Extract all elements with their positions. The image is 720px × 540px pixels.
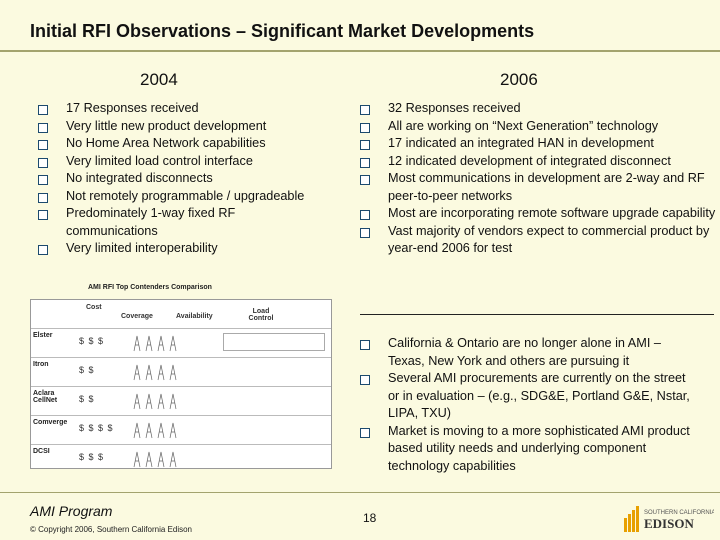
list-item: Very limited interoperability bbox=[38, 240, 338, 258]
left-year-heading: 2004 bbox=[140, 70, 178, 89]
list-item: All are working on “Next Generation” tec… bbox=[360, 118, 705, 136]
list-item: 32 Responses received bbox=[360, 100, 705, 118]
svg-text:SOUTHERN CALIFORNIA: SOUTHERN CALIFORNIA bbox=[644, 510, 714, 516]
checkbox-bullet-icon bbox=[38, 245, 48, 255]
checkbox-bullet-icon bbox=[360, 340, 370, 350]
header-coverage: Coverage bbox=[121, 313, 153, 320]
svg-text:EDISON: EDISON bbox=[644, 516, 694, 531]
cost-rating: $ $ $ $ bbox=[79, 423, 114, 433]
vendor-name: DCSI bbox=[33, 448, 50, 455]
checkbox-bullet-icon bbox=[360, 140, 370, 150]
copyright-text: © Copyright 2006, Southern California Ed… bbox=[30, 525, 192, 534]
checkbox-bullet-icon bbox=[38, 105, 48, 115]
checkbox-bullet-icon bbox=[38, 210, 48, 220]
bullet-text: No integrated disconnects bbox=[66, 171, 213, 185]
list-item: Very limited load control interface bbox=[38, 153, 338, 171]
list-item: Very little new product development bbox=[38, 118, 338, 136]
checkbox-bullet-icon bbox=[38, 140, 48, 150]
bullet-text: Not remotely programmable / upgradeable bbox=[66, 188, 305, 203]
header-availability: Availability bbox=[176, 313, 213, 320]
checkbox-bullet-icon bbox=[38, 192, 48, 203]
right-bullet-list-2: California & Ontario are no longer alone… bbox=[360, 335, 690, 475]
bullet-text: Market is moving to a more sophisticated… bbox=[388, 423, 690, 473]
coverage-towers-icon bbox=[133, 364, 177, 381]
vendor-name: Comverge bbox=[33, 419, 68, 426]
bullet-text: Most are incorporating remote software u… bbox=[388, 206, 716, 220]
checkbox-bullet-icon bbox=[38, 122, 48, 133]
list-item: No Home Area Network capabilities bbox=[38, 135, 338, 153]
checkbox-bullet-icon bbox=[360, 105, 370, 115]
bullet-text: Predominately 1-way fixed RF communicati… bbox=[66, 206, 236, 238]
checkbox-bullet-icon bbox=[360, 375, 370, 385]
list-item: No integrated disconnects bbox=[38, 170, 338, 188]
bullet-text: Most communications in development are 2… bbox=[388, 171, 705, 203]
list-item: 17 indicated an integrated HAN in develo… bbox=[360, 135, 705, 153]
bullet-text: Several AMI procurements are currently o… bbox=[388, 371, 690, 420]
comparison-table: Cost Coverage Availability Load Control … bbox=[30, 299, 332, 469]
vendor-name: Itron bbox=[33, 361, 49, 368]
list-item: Predominately 1-way fixed RF communicati… bbox=[38, 205, 296, 240]
list-item: Most communications in development are 2… bbox=[360, 170, 713, 205]
list-item: Not remotely programmable / upgradeable bbox=[38, 188, 338, 206]
bullet-text: Very little new product development bbox=[66, 118, 267, 133]
coverage-towers-icon bbox=[133, 422, 177, 439]
list-item: 17 Responses received bbox=[38, 100, 338, 118]
table-row: Aclara CellNet $ $ bbox=[31, 386, 331, 416]
program-name: AMI Program bbox=[30, 503, 113, 519]
checkbox-bullet-icon bbox=[38, 175, 48, 185]
table-row: DCSI $ $ $ bbox=[31, 444, 331, 474]
checkbox-bullet-icon bbox=[360, 122, 370, 133]
list-item: California & Ontario are no longer alone… bbox=[360, 335, 690, 370]
checkbox-bullet-icon bbox=[360, 210, 370, 220]
coverage-towers-icon bbox=[133, 335, 177, 352]
coverage-towers-icon bbox=[133, 393, 177, 410]
header-load-control: Load Control bbox=[248, 308, 274, 322]
checkbox-bullet-icon bbox=[360, 157, 370, 168]
right-bullet-list: 32 Responses received All are working on… bbox=[360, 100, 715, 258]
bullet-text: 32 Responses received bbox=[388, 101, 521, 115]
checkbox-bullet-icon bbox=[360, 227, 370, 238]
header-cost: Cost bbox=[86, 304, 102, 311]
left-bullet-list: 17 Responses received Very little new pr… bbox=[38, 100, 338, 258]
section-divider bbox=[360, 314, 714, 315]
vendor-name: Aclara CellNet bbox=[33, 390, 58, 404]
bullet-text: Vast majority of vendors expect to comme… bbox=[388, 223, 710, 256]
title-rule bbox=[0, 50, 720, 52]
edison-logo-icon: SOUTHERN CALIFORNIA EDISON bbox=[624, 506, 714, 532]
checkbox-bullet-icon bbox=[38, 157, 48, 168]
bullet-text: 17 indicated an integrated HAN in develo… bbox=[388, 136, 654, 150]
list-item: 12 indicated development of integrated d… bbox=[360, 153, 705, 171]
notes-box bbox=[223, 333, 325, 351]
right-year-heading: 2006 bbox=[500, 70, 538, 89]
cost-rating: $ $ bbox=[79, 365, 95, 375]
table-row: Itron $ $ bbox=[31, 357, 331, 387]
cost-rating: $ $ $ bbox=[79, 452, 105, 462]
table-row: Comverge $ $ $ $ bbox=[31, 415, 331, 445]
cost-rating: $ $ $ bbox=[79, 336, 105, 346]
list-item: Most are incorporating remote software u… bbox=[360, 205, 720, 223]
bullet-text: Very limited load control interface bbox=[66, 153, 253, 168]
checkbox-bullet-icon bbox=[360, 427, 370, 438]
bullet-text: All are working on “Next Generation” tec… bbox=[388, 118, 659, 133]
cost-rating: $ $ bbox=[79, 394, 95, 404]
bullet-text: 17 Responses received bbox=[66, 101, 199, 115]
table-row: Elster $ $ $ bbox=[31, 328, 331, 358]
checkbox-bullet-icon bbox=[360, 175, 370, 185]
list-item: Market is moving to a more sophisticated… bbox=[360, 423, 690, 476]
bullet-text: Very limited interoperability bbox=[66, 241, 218, 255]
list-item: Vast majority of vendors expect to comme… bbox=[360, 223, 718, 258]
slide-title: Initial RFI Observations – Significant M… bbox=[30, 21, 535, 41]
coverage-towers-icon bbox=[133, 451, 177, 468]
page-number: 18 bbox=[363, 511, 377, 525]
footer-rule bbox=[0, 492, 720, 493]
vendor-name: Elster bbox=[33, 332, 53, 339]
bullet-text: No Home Area Network capabilities bbox=[66, 136, 266, 150]
bullet-text: California & Ontario are no longer alone… bbox=[388, 336, 661, 368]
bullet-text: 12 indicated development of integrated d… bbox=[388, 153, 671, 168]
list-item: Several AMI procurements are currently o… bbox=[360, 370, 690, 423]
comparison-title: AMI RFI Top Contenders Comparison bbox=[88, 284, 212, 291]
